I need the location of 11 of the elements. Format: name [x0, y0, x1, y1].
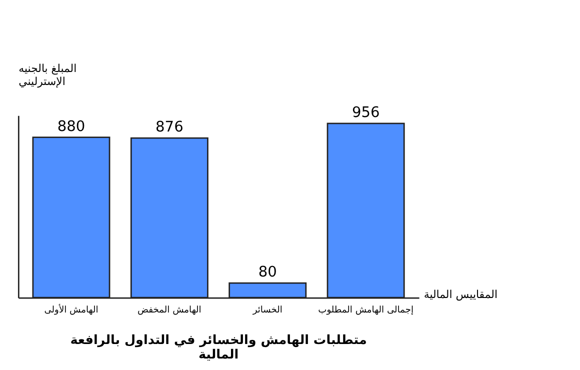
- x-tick-label: إجمالى الهامش المطلوب: [318, 306, 414, 316]
- x-axis-title: المقاييس المالية: [424, 288, 498, 302]
- x-tick-label: الخسائر: [252, 306, 282, 316]
- data-label: 956: [352, 104, 380, 122]
- data-label: 80: [258, 264, 277, 281]
- data-label: 876: [156, 118, 184, 136]
- x-tick-label: الهامش الأولى: [44, 304, 98, 316]
- y-axis-title: المبلغ بالجنيه الإسترليني: [18, 62, 77, 88]
- data-label: 880: [57, 118, 86, 135]
- text: متطلبات الهامش والخسائر في التداول بالرافعة المالية: [70, 333, 367, 363]
- x-tick-label: الهامش المخفض: [138, 306, 202, 316]
